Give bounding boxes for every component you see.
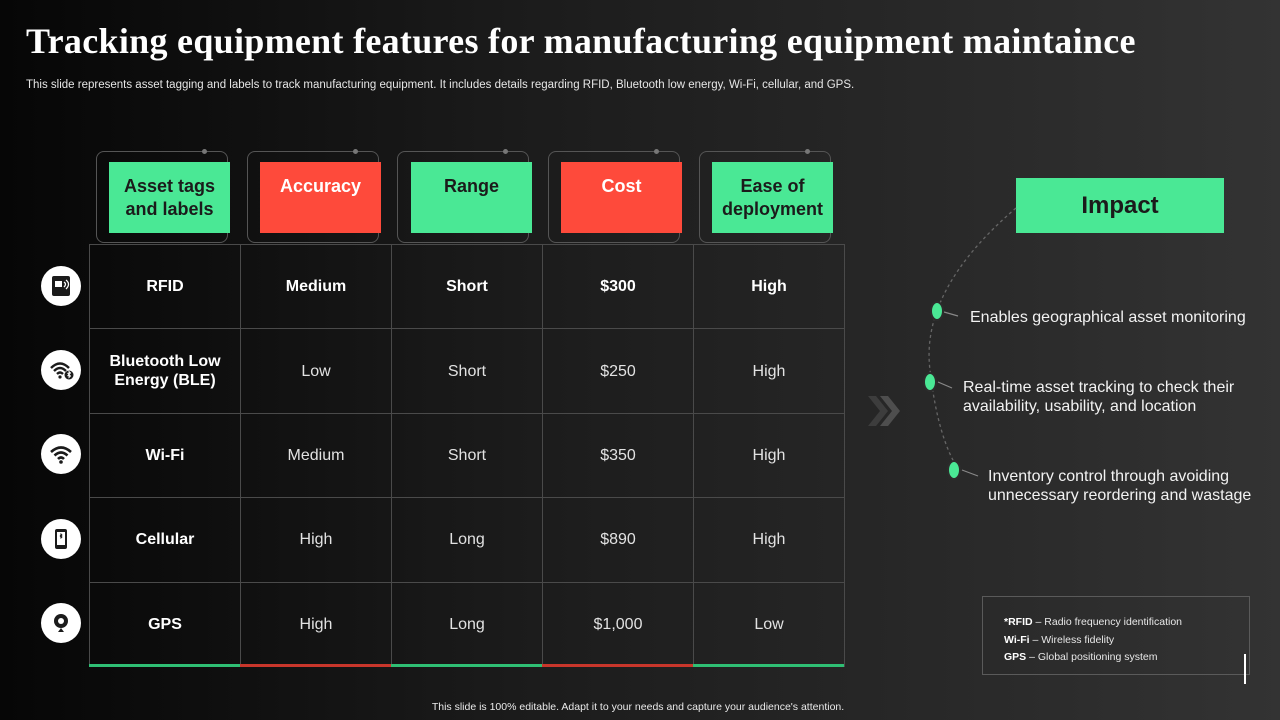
table-cell: Short <box>392 329 543 414</box>
impact-bullet-dot <box>923 372 937 392</box>
legend-definition: – Global positioning system <box>1026 651 1158 663</box>
table-cell: $1,000 <box>543 582 694 667</box>
column-header-ease-of-deployment: Ease of deployment <box>712 162 833 233</box>
table-cell: Short <box>392 413 543 499</box>
table-cell: $250 <box>543 329 694 414</box>
column-header-range: Range <box>411 162 532 233</box>
table-cell: High <box>694 498 845 583</box>
comparison-table: RFID Medium Short $300 High Bluetooth Lo… <box>89 244 845 667</box>
legend-item: GPS – Global positioning system <box>1004 649 1249 667</box>
table-cell: Low <box>694 582 845 667</box>
legend-term: Wi-Fi <box>1004 633 1030 646</box>
table-cell: Short <box>392 245 543 330</box>
table-cell: Medium <box>241 413 392 499</box>
divider <box>1244 654 1246 684</box>
table-cell: High <box>694 245 845 330</box>
column-accent-bar <box>391 664 542 667</box>
table-cell: $890 <box>543 498 694 583</box>
page-subtitle: This slide represents asset tagging and … <box>26 79 855 91</box>
table-cell: Low <box>241 329 392 414</box>
column-accent-bar <box>693 664 844 667</box>
column-accent-bar <box>89 664 240 667</box>
table-cell: RFID <box>90 245 241 330</box>
rfid-icon <box>41 266 81 306</box>
table-cell: Cellular <box>90 498 241 583</box>
impact-item: Enables geographical asset monitoring <box>970 309 1246 326</box>
page-title: Tracking equipment features for manufact… <box>26 21 1136 61</box>
column-accent-bar <box>542 664 693 667</box>
abbreviation-legend: *RFID – Radio frequency identification W… <box>982 596 1250 675</box>
impact-item: Inventory control through avoiding unnec… <box>988 468 1252 504</box>
bluetooth-wifi-icon <box>41 350 81 390</box>
impact-bullet-dot <box>930 301 944 321</box>
impact-title: Impact <box>1016 178 1224 233</box>
table-cell: Wi-Fi <box>90 413 241 499</box>
wifi-icon <box>41 434 81 474</box>
table-cell: High <box>694 413 845 499</box>
gps-icon <box>41 603 81 643</box>
table-cell: Long <box>392 582 543 667</box>
table-cell: High <box>694 329 845 414</box>
impact-connector-arc <box>928 207 1017 477</box>
impact-bullet-dot <box>947 460 961 480</box>
legend-item: Wi-Fi – Wireless fidelity <box>1004 632 1249 650</box>
table-cell: High <box>241 498 392 583</box>
cellular-phone-icon <box>41 519 81 559</box>
legend-term: *RFID <box>1004 616 1033 628</box>
column-header-accuracy: Accuracy <box>260 162 381 233</box>
column-header-asset-tags: Asset tags and labels <box>109 162 230 233</box>
table-cell: $350 <box>543 413 694 499</box>
table-cell: $300 <box>543 245 694 330</box>
legend-term: GPS <box>1004 651 1027 663</box>
footer-note: This slide is 100% editable. Adapt it to… <box>431 701 845 713</box>
legend-definition: – Radio frequency identification <box>1032 616 1183 628</box>
chevron-right-icon <box>868 396 900 426</box>
column-header-cost: Cost <box>561 162 682 233</box>
legend-definition: – Wireless fidelity <box>1029 633 1115 646</box>
table-cell: Long <box>392 498 543 583</box>
impact-item: Real-time asset tracking to check their … <box>963 379 1235 415</box>
column-accent-bar <box>240 664 391 667</box>
table-cell: GPS <box>90 582 241 667</box>
table-cell: Medium <box>241 245 392 330</box>
legend-item: *RFID – Radio frequency identification <box>1004 614 1249 632</box>
table-cell: High <box>241 582 392 667</box>
table-cell: Bluetooth Low Energy (BLE) <box>90 329 241 414</box>
